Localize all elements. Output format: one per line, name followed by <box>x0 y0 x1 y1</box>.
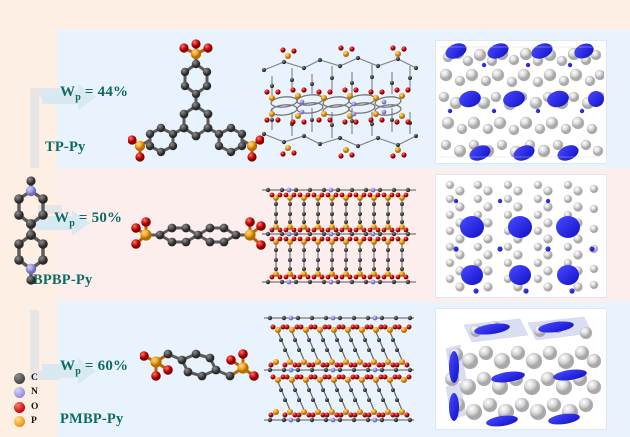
legend-item-n: N <box>14 386 38 401</box>
atom-sphere-o-icon <box>14 401 25 413</box>
monomer-structure-pmbp <box>140 330 290 402</box>
material-label-bpbp-py: BPBP-Py <box>33 272 93 288</box>
legend-item-p: P <box>14 415 38 430</box>
monomer-structure-tp <box>128 36 264 164</box>
wp-value-pmbp-py: Wp = 60% <box>60 358 129 377</box>
legend-label-c: C <box>31 372 38 383</box>
atom-sphere-p-icon <box>14 416 25 428</box>
column-header-band <box>0 0 630 30</box>
legend-label-p: P <box>31 416 37 426</box>
scxrd-structure-pmbp-py <box>258 308 420 428</box>
bracket-connector-middle <box>38 205 62 214</box>
atom-sphere-n-icon <box>14 387 25 399</box>
legend-label-n: N <box>31 387 38 397</box>
wp-value-tp-py: Wp = 44% <box>60 84 129 103</box>
legend-item-o: O <box>14 400 38 415</box>
legend-label-o: O <box>31 401 39 412</box>
monomer-structure-bpbp <box>130 200 270 270</box>
atom-color-legend: C N O P <box>14 371 38 429</box>
wp-arrow-tp-py: Wp = 44% <box>42 84 158 110</box>
linker-molecule-bipyridine <box>8 175 54 295</box>
pore-structure-bpbp-py <box>435 174 607 298</box>
scxrd-structure-tp-py <box>258 42 420 160</box>
wp-value-bpbp-py: Wp = 50% <box>54 210 123 229</box>
atom-sphere-c-icon <box>14 372 25 384</box>
scxrd-structure-bpbp-py <box>258 174 420 296</box>
wp-arrow-pmbp-py: Wp = 60% <box>42 358 158 384</box>
legend-item-c: C <box>14 371 38 386</box>
pore-structure-pmbp-py <box>435 308 607 430</box>
pore-structure-tp-py <box>435 40 607 164</box>
material-label-pmbp-py: PMBP-Py <box>60 411 124 427</box>
material-label-tp-py: TP-Py <box>45 139 86 155</box>
